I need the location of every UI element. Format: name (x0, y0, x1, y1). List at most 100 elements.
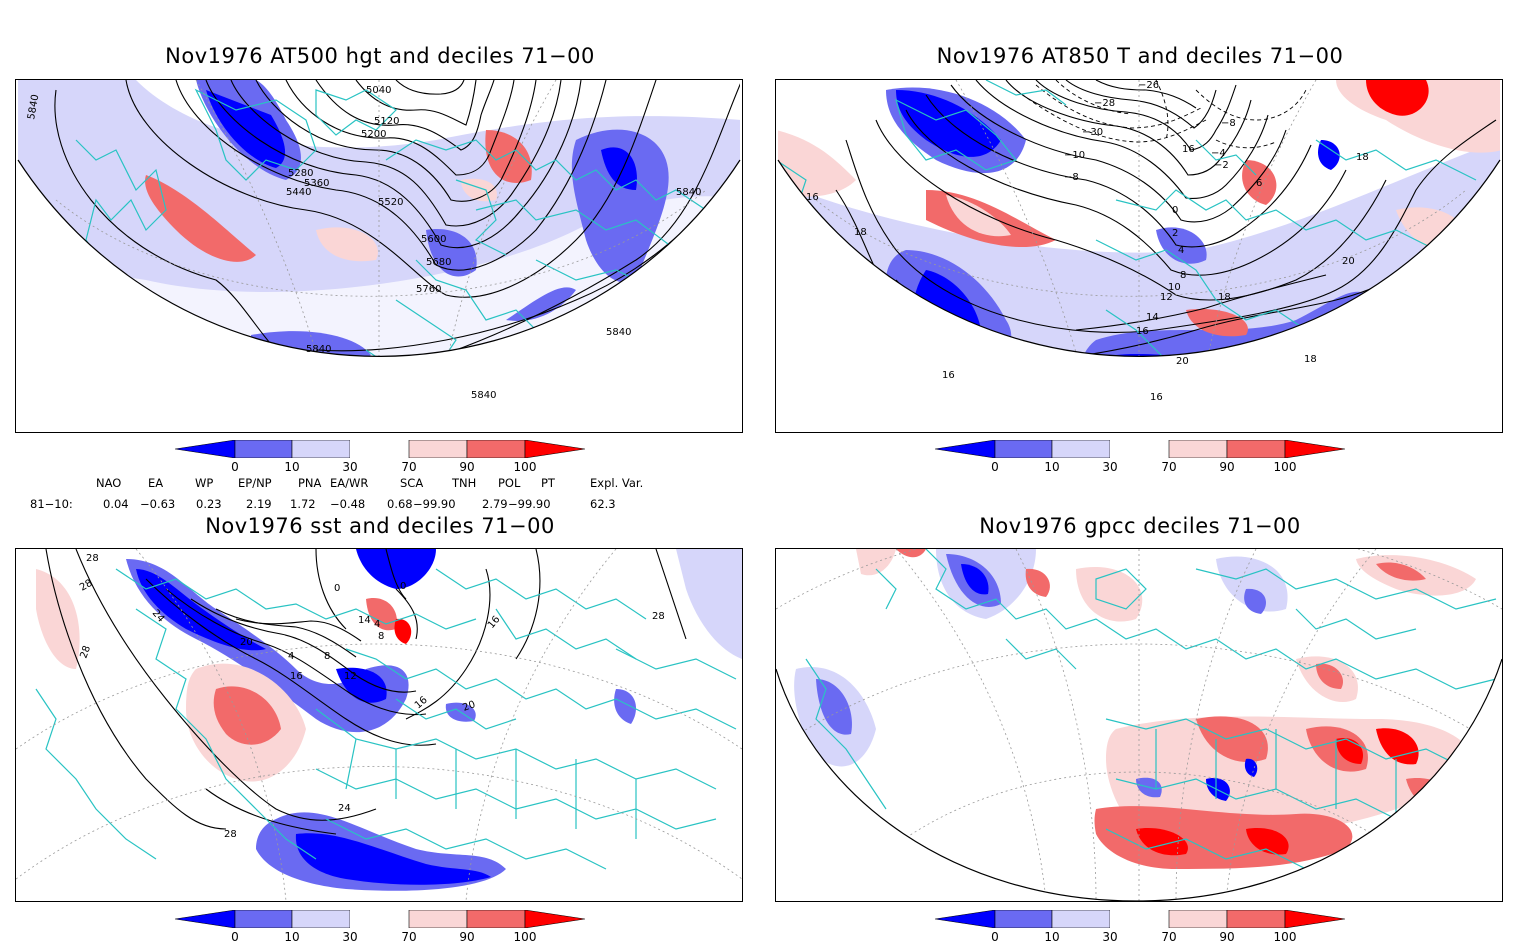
panel-title-sst: Nov1976 sst and deciles 71−00 (205, 514, 555, 538)
index-header: SCA (400, 476, 424, 490)
colorbar-tick: 10 (284, 930, 300, 944)
map-panel-sst: 28 28 28 24 0 0 4 8 14 16 20 4 8 12 16 1… (15, 548, 743, 902)
contour-label: 16 (1150, 392, 1163, 403)
contour-label: 5120 (374, 116, 399, 127)
panel-title-hgt500: Nov1976 AT500 hgt and deciles 71−00 (165, 44, 595, 68)
contour-label: −26 (1138, 80, 1159, 91)
index-value: 0.23 (196, 497, 222, 511)
panel-title-t850: Nov1976 AT850 T and deciles 71−00 (936, 44, 1344, 68)
contour-label: 16 (1182, 144, 1195, 155)
colorbar-tick: 70 (401, 460, 417, 474)
colorbar-tick: 0 (991, 930, 999, 944)
colorbar-tick: 10 (284, 460, 300, 474)
colorbar-tick: 70 (401, 930, 417, 944)
colorbar-sst: 0 10 30 70 90 100 (174, 909, 586, 944)
colorbar-tick: 30 (1102, 930, 1118, 944)
index-header: EP/NP (238, 476, 272, 490)
colorbar-t850: 0 10 30 70 90 100 (934, 439, 1346, 474)
contour-label: 5280 (288, 168, 313, 179)
index-value: −99.90 (508, 497, 551, 511)
colorbar-tick: 10 (1044, 460, 1060, 474)
index-value: 2.19 (246, 497, 272, 511)
contour-label: 28 (78, 644, 93, 660)
contour-label: −28 (1094, 98, 1115, 109)
contour-label: 20 (1342, 256, 1355, 267)
index-header: WP (195, 476, 214, 490)
contour-label: 16 (1136, 326, 1149, 337)
contour-label: −10 (1064, 150, 1085, 161)
contour-label: 16 (806, 192, 819, 203)
colorbar-tick: 100 (1273, 930, 1297, 944)
contour-label: 8 (324, 651, 330, 662)
colorbar-tick: 30 (342, 460, 358, 474)
contour-label: 10 (1168, 282, 1181, 293)
map-panel-t850: −26 −28 −30 −10 −8 −4 −2 −8 6 16 18 16 1… (775, 79, 1503, 433)
map-panel-hgt500: 5840 5040 5120 5200 5280 5360 5440 5520 … (15, 79, 743, 433)
index-header: PNA (298, 476, 322, 490)
index-value: −0.48 (330, 497, 366, 511)
contour-label: 20 (240, 637, 253, 648)
contour-label: 14 (358, 615, 371, 626)
contour-label: 5840 (306, 344, 331, 355)
contour-label: −8 (1221, 118, 1236, 129)
teleconnection-index-table: NAO EA WP EP/NP PNA EA/WR SCA TNH POL PT… (0, 474, 760, 514)
colorbar-tick: 70 (1161, 930, 1177, 944)
colorbar-tick: 100 (1273, 460, 1297, 474)
contour-label: 8 (1180, 270, 1186, 281)
index-row-label: 81−10: (30, 497, 73, 511)
contour-label: 5840 (606, 327, 631, 338)
contour-label: 28 (652, 611, 665, 622)
colorbar-tick: 70 (1161, 460, 1177, 474)
index-header: EA (148, 476, 164, 490)
index-value: −99.90 (413, 497, 456, 511)
contour-label: 8 (378, 631, 384, 642)
contour-label: 18 (1218, 292, 1231, 303)
index-value: 0.04 (103, 497, 129, 511)
contour-label: 2 (1172, 228, 1178, 239)
colorbar-tick: 10 (1044, 930, 1060, 944)
index-header: PT (541, 476, 555, 490)
contour-label: 5360 (304, 178, 329, 189)
index-header: EA/WR (330, 476, 369, 490)
colorbar-tick: 0 (231, 460, 239, 474)
index-value: 0.68 (387, 497, 413, 511)
contour-label: 5040 (366, 85, 391, 96)
colorbar-tick: 100 (513, 460, 537, 474)
contour-label: 5600 (421, 234, 446, 245)
index-header: Expl. Var. (590, 476, 644, 490)
contour-label: 6 (1256, 178, 1262, 189)
contour-label: 5680 (426, 257, 451, 268)
contour-label: 18 (1356, 152, 1369, 163)
contour-label: 12 (1160, 292, 1173, 303)
contour-label: 28 (86, 553, 99, 564)
contour-label: 4 (374, 619, 380, 630)
index-header: POL (498, 476, 521, 490)
colorbar-gpcc: 0 10 30 70 90 100 (934, 909, 1346, 944)
contour-label: 0 (334, 583, 340, 594)
contour-label: 18 (1304, 354, 1317, 365)
colorbar-tick: 100 (513, 930, 537, 944)
contour-label: 5520 (378, 197, 403, 208)
contour-label: −8 (1064, 172, 1079, 183)
index-value: 62.3 (590, 497, 616, 511)
colorbar-tick: 0 (231, 930, 239, 944)
contour-label: 4 (1178, 245, 1184, 256)
contour-label: 20 (461, 699, 477, 714)
contour-label: 24 (338, 803, 351, 814)
map-panel-gpcc (775, 548, 1503, 902)
colorbar-tick: 0 (991, 460, 999, 474)
index-value: −0.63 (140, 497, 176, 511)
contour-label: 5200 (361, 129, 386, 140)
contour-label: 5840 (26, 94, 41, 121)
contour-label: 12 (344, 671, 357, 682)
contour-label: 18 (854, 227, 867, 238)
panel-title-gpcc: Nov1976 gpcc deciles 71−00 (979, 514, 1301, 538)
contour-label: 0 (400, 581, 406, 592)
colorbar-tick: 30 (1102, 460, 1118, 474)
index-value: 1.72 (290, 497, 316, 511)
contour-label: 5440 (286, 187, 311, 198)
colorbar-tick: 90 (459, 460, 475, 474)
contour-label: 20 (1176, 356, 1189, 367)
contour-label: 14 (1146, 312, 1159, 323)
index-value: 2.79 (482, 497, 508, 511)
